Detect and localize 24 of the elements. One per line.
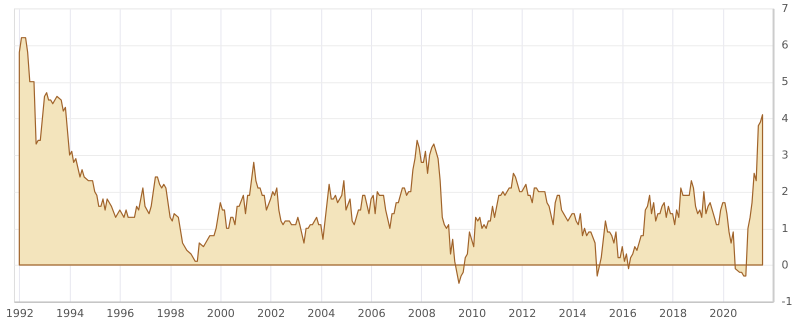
x-tick-label: 2010 (458, 307, 486, 320)
x-tick-label: 1996 (106, 307, 134, 320)
x-tick-label: 2012 (508, 307, 536, 320)
x-tick-label: 2018 (659, 307, 688, 320)
x-tick-label: 1992 (6, 307, 34, 320)
x-tick-label: 2014 (558, 307, 587, 320)
x-tick-label: 2020 (709, 307, 738, 320)
x-tick-label: 2000 (206, 307, 235, 320)
x-tick-label: 2002 (257, 307, 286, 320)
x-tick-label: 1998 (156, 307, 185, 320)
y-tick-label: 0 (782, 258, 789, 272)
y-tick-label: 4 (782, 112, 789, 125)
y-tick-label: 2 (782, 185, 789, 198)
y-tick-label: 5 (782, 75, 789, 88)
x-tick-label: 2006 (358, 307, 386, 320)
x-tick-label: 1994 (56, 307, 84, 320)
x-tick-label: 2004 (307, 307, 336, 320)
y-tick-label: 6 (782, 38, 789, 52)
y-tick-label: 7 (782, 2, 789, 15)
y-tick-label: 1 (782, 222, 789, 235)
x-tick-label: 2008 (408, 307, 436, 320)
y-tick-label: -1 (782, 295, 792, 308)
y-tick-label: 3 (782, 148, 789, 162)
x-tick-label: 2016 (608, 307, 637, 320)
